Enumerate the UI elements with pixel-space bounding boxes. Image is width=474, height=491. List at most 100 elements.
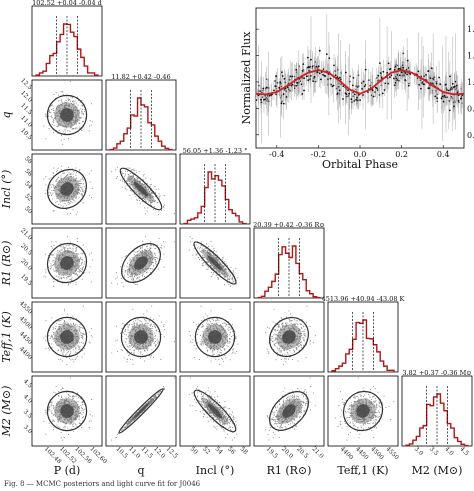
sample-point: [51, 401, 53, 403]
sample-point: [51, 420, 53, 422]
sample-point: [57, 249, 59, 252]
sample-point: [61, 165, 63, 167]
sample-point: [55, 325, 57, 327]
sample-point: [67, 124, 69, 126]
sample-point: [52, 108, 54, 110]
sample-point: [146, 245, 148, 247]
sample-point: [228, 279, 230, 281]
sample-point: [127, 180, 129, 182]
sample-point: [61, 249, 63, 251]
sample-point: [75, 283, 77, 285]
sample-point: [147, 322, 149, 324]
sample-point: [139, 353, 142, 355]
sample-point: [152, 245, 155, 247]
sample-point: [215, 251, 217, 253]
sample-point: [81, 341, 83, 343]
sample-point: [51, 241, 53, 243]
summary-label-incl: 56.05 +1.36 -1.23 °: [183, 147, 248, 155]
sample-point: [208, 319, 210, 321]
sample-point: [81, 186, 83, 188]
sample-point: [67, 427, 69, 429]
sample-point: [54, 327, 56, 330]
sample-point: [79, 326, 81, 328]
sample-point: [61, 120, 63, 122]
sample-point: [57, 121, 59, 123]
sample-point: [211, 351, 213, 353]
sample-point: [157, 340, 159, 342]
sample-point: [206, 347, 208, 349]
sample-point: [50, 184, 52, 186]
sample-point: [75, 323, 77, 325]
sample-point: [51, 337, 53, 339]
sample-point: [173, 377, 175, 379]
sample-point: [79, 127, 81, 129]
sample-point: [210, 276, 212, 278]
sample-point: [64, 122, 66, 124]
sample-point: [195, 253, 197, 255]
scatter-panel-incl-R1: [179, 227, 251, 299]
sample-point: [120, 278, 122, 280]
sample-point: [220, 351, 222, 353]
sample-point: [199, 343, 201, 345]
sample-point: [198, 323, 200, 325]
sample-point: [75, 182, 77, 184]
sample-point: [150, 355, 152, 357]
sample-point: [116, 350, 118, 353]
sample-point: [131, 351, 133, 353]
sample-point: [127, 171, 129, 173]
x-tick-label: 11.0: [127, 445, 142, 460]
sample-point: [47, 347, 49, 349]
sample-point: [90, 281, 92, 283]
sample-point: [154, 342, 156, 344]
sample-point: [145, 246, 147, 248]
sample-point: [77, 270, 79, 273]
sample-point: [76, 191, 78, 193]
sample-point: [57, 178, 59, 180]
sample-point: [64, 310, 66, 312]
sample-point: [135, 283, 137, 285]
sample-point: [199, 247, 202, 249]
sample-point: [201, 344, 203, 346]
sample-point: [222, 358, 224, 360]
sample-point: [74, 100, 76, 102]
sample-point: [157, 188, 159, 190]
sample-point: [43, 337, 45, 339]
sample-point: [150, 203, 152, 206]
sample-point: [132, 359, 134, 361]
sample-point: [64, 132, 66, 134]
sample-point: [79, 112, 81, 114]
sample-point: [127, 332, 129, 334]
sample-point: [154, 192, 157, 194]
sample-point: [69, 130, 71, 132]
sample-point: [57, 425, 59, 428]
sample-point: [173, 341, 175, 343]
sample-point: [232, 335, 234, 337]
sample-point: [123, 182, 125, 184]
sample-point: [193, 321, 195, 323]
sample-point: [45, 189, 47, 191]
sample-point: [45, 413, 47, 415]
sample-point: [130, 278, 132, 280]
sample-point: [83, 342, 85, 344]
sample-point: [137, 251, 139, 253]
sample-point: [79, 415, 81, 417]
sample-point: [69, 319, 71, 321]
sample-point: [124, 333, 126, 335]
sample-point: [126, 358, 128, 360]
sample-point: [73, 245, 75, 247]
sample-point: [163, 336, 165, 338]
sample-point: [81, 404, 84, 406]
sample-point: [75, 109, 77, 111]
sample-point: [151, 327, 153, 330]
sample-point: [69, 352, 71, 354]
sample-point: [230, 277, 232, 279]
sample-point: [141, 249, 144, 251]
sample-point: [130, 358, 132, 360]
sample-point: [74, 116, 76, 118]
sample-point: [73, 361, 75, 363]
sample-point: [53, 167, 55, 169]
sample-point: [48, 111, 51, 114]
sample-point: [73, 116, 75, 118]
sample-point: [158, 251, 160, 253]
sample-point: [55, 91, 57, 94]
